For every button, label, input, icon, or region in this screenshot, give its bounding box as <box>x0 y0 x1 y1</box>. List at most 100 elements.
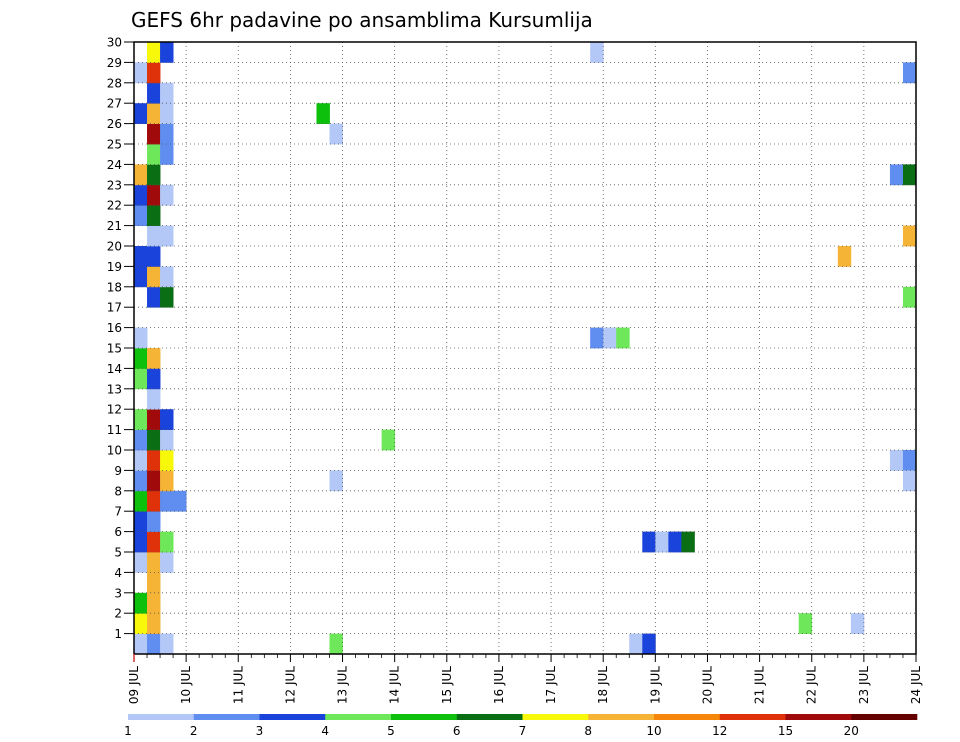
y-tick-label: 21 <box>107 219 122 233</box>
legend-swatch <box>654 714 721 720</box>
precip-cell <box>160 82 174 104</box>
y-tick-label: 18 <box>107 280 122 294</box>
precip-cell <box>134 62 148 84</box>
precip-cell <box>160 123 174 145</box>
legend-label: 1 <box>124 724 132 738</box>
precip-cell <box>147 42 161 63</box>
x-tick-label: 24 JUL <box>909 666 923 704</box>
legend-swatch <box>456 714 523 720</box>
precip-cell <box>134 592 148 614</box>
precip-cell <box>160 144 174 165</box>
x-tick-label: 09 JUL <box>127 666 141 704</box>
precip-cell <box>668 531 682 553</box>
legend-label: 5 <box>387 724 395 738</box>
legend-label: 8 <box>584 724 592 738</box>
precip-cell <box>381 429 396 451</box>
precip-cell <box>134 348 148 369</box>
y-tick-label: 24 <box>107 158 122 172</box>
chart-title: GEFS 6hr padavine po ansamblima Kursumli… <box>131 8 593 32</box>
precip-cell <box>134 531 148 553</box>
precip-cell <box>147 368 161 390</box>
x-tick-label: 20 JUL <box>700 666 714 704</box>
y-tick-label: 8 <box>114 484 122 498</box>
legend-swatch <box>391 714 458 720</box>
precip-cell <box>642 633 656 655</box>
legend-label: 6 <box>453 724 461 738</box>
y-tick-label: 28 <box>107 76 122 90</box>
precip-cell <box>134 552 148 573</box>
x-tick-label: 23 JUL <box>857 666 871 704</box>
precip-cell <box>160 266 174 288</box>
precip-cell <box>655 531 669 553</box>
legend-label: 4 <box>321 724 329 738</box>
y-tick-label: 27 <box>107 97 122 111</box>
precip-cell <box>329 470 343 492</box>
x-tick-label: 22 JUL <box>805 666 819 704</box>
precip-cell <box>160 42 174 63</box>
precip-cell <box>147 123 161 145</box>
legend-swatch <box>259 714 326 720</box>
precip-cell <box>850 613 865 634</box>
legend-swatch <box>851 714 918 720</box>
precip-cell <box>160 450 174 471</box>
precip-cell <box>134 184 148 206</box>
y-tick-label: 16 <box>107 321 122 335</box>
precip-cell <box>329 123 343 145</box>
precip-cell <box>147 266 161 288</box>
precip-cell <box>160 552 174 573</box>
y-tick-label: 10 <box>107 444 122 458</box>
x-tick-label: 10 JUL <box>179 666 193 704</box>
y-axis: 1234567891011121314151617181920212223242… <box>107 36 134 641</box>
precip-cell <box>837 246 852 267</box>
precip-cell <box>147 511 161 532</box>
legend-label: 2 <box>190 724 198 738</box>
legend-label: 7 <box>519 724 527 738</box>
y-tick-label: 1 <box>114 627 122 641</box>
x-tick-label: 14 JUL <box>388 666 402 704</box>
precip-cell <box>147 205 161 226</box>
precip-cell <box>603 327 617 349</box>
y-tick-label: 23 <box>107 178 122 192</box>
precip-cell <box>160 409 174 430</box>
y-tick-label: 6 <box>114 525 122 539</box>
y-tick-label: 7 <box>114 505 122 519</box>
precip-cell <box>147 490 161 512</box>
y-tick-label: 4 <box>114 566 122 580</box>
color-legend: 1 2 3 4 5 6 7 8 10 12 15 20 <box>124 714 918 738</box>
precip-cell <box>147 103 161 124</box>
legend-swatch <box>719 714 786 720</box>
precip-cell <box>889 164 904 186</box>
precip-cell <box>134 511 148 532</box>
y-tick-label: 19 <box>107 260 122 274</box>
precip-cell <box>134 164 148 186</box>
legend-label: 15 <box>778 724 793 738</box>
precip-cell <box>147 82 161 104</box>
precip-cell <box>147 388 161 410</box>
precip-cell <box>134 327 148 349</box>
precip-cell <box>134 103 148 124</box>
precip-cell <box>147 225 161 247</box>
x-tick-label: 19 JUL <box>648 666 662 704</box>
precip-cell <box>889 450 904 471</box>
precip-cell <box>316 103 330 124</box>
legend-swatch <box>522 714 589 720</box>
precip-cell <box>160 429 174 451</box>
precip-cell <box>902 470 917 492</box>
precip-cell <box>329 633 343 655</box>
precip-cell <box>147 184 161 206</box>
y-tick-label: 12 <box>107 403 122 417</box>
precip-cell <box>147 572 161 594</box>
precip-cell <box>134 450 148 471</box>
precip-cell <box>681 531 695 553</box>
x-tick-label: 12 JUL <box>283 666 297 704</box>
precip-cell <box>798 613 813 634</box>
y-tick-label: 26 <box>107 117 122 131</box>
precip-cell <box>160 103 174 124</box>
x-tick-label: 13 JUL <box>336 666 350 704</box>
precip-cell <box>160 470 174 492</box>
precip-cell <box>134 613 148 634</box>
precip-cell <box>642 531 656 553</box>
y-tick-label: 5 <box>114 546 122 560</box>
y-tick-label: 15 <box>107 342 122 356</box>
precip-cell <box>134 633 148 655</box>
